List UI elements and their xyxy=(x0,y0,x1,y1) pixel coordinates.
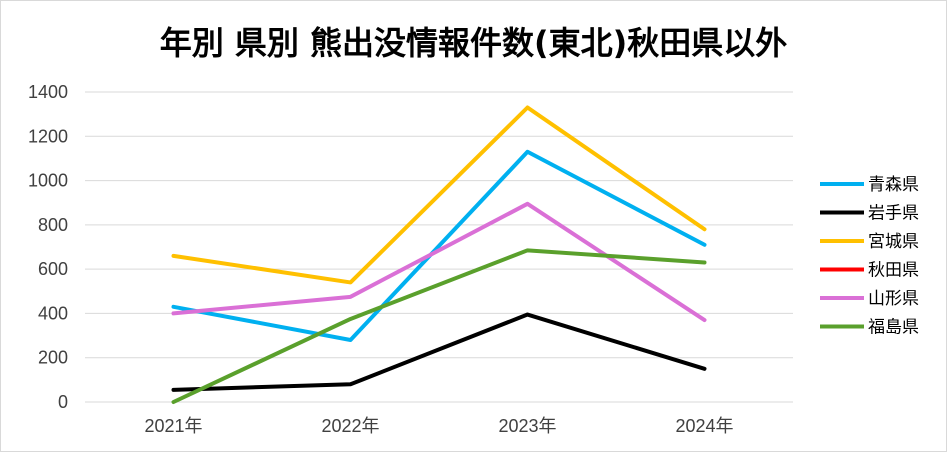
legend-label: 山形県 xyxy=(868,289,919,309)
grid-lines xyxy=(85,91,793,403)
legend-label: 秋田県 xyxy=(868,261,919,281)
y-tick-label: 800 xyxy=(38,215,68,235)
chart-title: 年別 県別 熊出没情報件数(東北)秋田県以外 xyxy=(159,24,788,62)
y-axis-ticks: 0 200 400 600 800 1000 1200 1400 xyxy=(28,82,68,412)
y-tick-label: 0 xyxy=(58,392,68,412)
x-tick-label: 2021年 xyxy=(144,416,202,436)
y-tick-label: 1400 xyxy=(28,82,68,102)
y-tick-label: 1000 xyxy=(28,171,68,191)
x-tick-label: 2023年 xyxy=(498,416,556,436)
x-tick-label: 2022年 xyxy=(321,416,379,436)
legend-label: 青森県 xyxy=(868,175,919,195)
series-line-5 xyxy=(171,248,707,404)
legend-label: 福島県 xyxy=(868,318,919,338)
series-line-1 xyxy=(171,312,707,392)
y-tick-label: 600 xyxy=(38,259,68,279)
y-tick-label: 200 xyxy=(38,348,68,368)
y-tick-label: 1200 xyxy=(28,126,68,146)
series-line-4 xyxy=(171,201,707,323)
legend-label: 宮城県 xyxy=(868,232,919,252)
x-tick-label: 2024年 xyxy=(675,416,733,436)
series-line-2 xyxy=(171,105,707,285)
legend-label: 岩手県 xyxy=(868,204,919,224)
series-line-0 xyxy=(171,149,707,342)
x-axis-ticks: 2021年 2022年 2023年 2024年 xyxy=(144,416,733,436)
y-tick-label: 400 xyxy=(38,303,68,323)
series-lines xyxy=(171,105,707,404)
